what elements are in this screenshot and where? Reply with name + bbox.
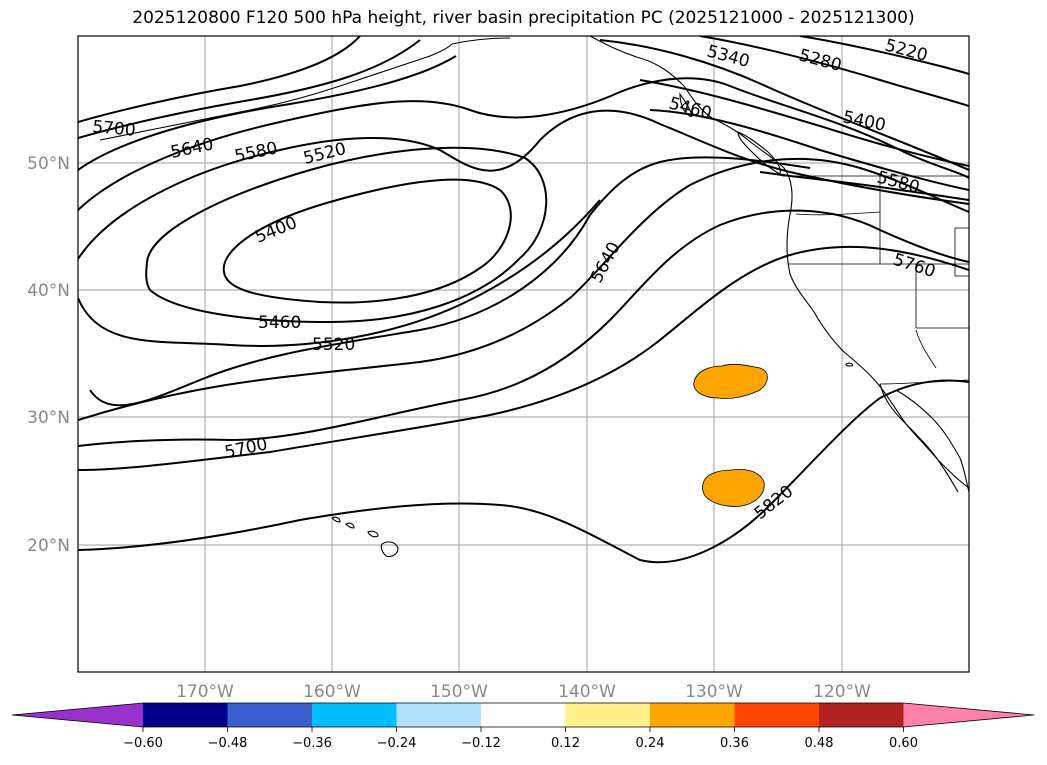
colorbar-segment <box>650 703 735 727</box>
contour-ne-5580 <box>759 171 969 201</box>
coast-mainland-mx <box>895 389 969 493</box>
coast-haida-gwaii <box>679 92 693 117</box>
political-boundaries <box>782 175 969 385</box>
coast-channel-islands <box>845 362 854 367</box>
coast-aleutians <box>99 43 453 141</box>
lat-label-40n: 40°N <box>27 281 70 301</box>
coast-hawaii-kauai <box>331 516 341 523</box>
colorbar-tick-label: 0.36 <box>720 736 749 751</box>
contour-5640 <box>78 55 969 421</box>
colorbar-tick-label: 0.24 <box>636 736 665 751</box>
contour-5400-closed <box>222 178 512 304</box>
colorbar-segment <box>565 703 651 727</box>
map-frame <box>77 35 970 673</box>
colorbar-segment <box>396 703 482 727</box>
colorbar-tick-label: 0.12 <box>551 736 580 751</box>
lon-label-160w: 160°W <box>303 682 361 702</box>
border-us-mexico <box>879 379 969 385</box>
contour-label-5520-s: 5520 <box>312 335 355 355</box>
border-or-wa <box>795 211 881 216</box>
lon-label-140w: 140°W <box>558 682 616 702</box>
height-contours <box>78 36 969 564</box>
border-nv-ca <box>915 264 969 329</box>
map-title: 2025120800 F120 500 hPa height, river ba… <box>132 8 915 28</box>
coast-vancouver-island <box>737 131 781 175</box>
coast-hawaii-big-island <box>380 541 399 558</box>
colorbar: −0.60 −0.48 −0.36 −0.24 −0.12 0.12 0.24 0.36 0.4… <box>11 702 1035 751</box>
colorbar-tick-label: 0.60 <box>889 736 918 751</box>
lon-label-150w: 150°W <box>430 682 488 702</box>
contour-ne-5220 <box>799 36 969 75</box>
lat-label-50n: 50°N <box>27 154 70 174</box>
contour-ne-5280 <box>699 36 969 107</box>
colorbar-segment <box>819 703 904 727</box>
contour-5460 <box>145 146 548 324</box>
lat-label-30n: 30°N <box>27 408 70 428</box>
colorbar-extend-high <box>903 703 1034 727</box>
precip-blob-north <box>693 363 768 399</box>
contour-nw-loop <box>78 36 361 123</box>
colorbar-segment <box>227 703 313 727</box>
contour-ne-5400 <box>639 79 969 167</box>
colorbar-extend-low <box>12 703 143 727</box>
lat-label-20n: 20°N <box>27 536 70 556</box>
precip-blob-south <box>702 469 765 507</box>
contour-5520 <box>78 109 969 347</box>
colorbar-segment <box>481 703 566 727</box>
contour-5760 <box>78 245 969 471</box>
contour-5820 <box>78 379 969 564</box>
longitude-labels: 170°W 160°W 150°W 140°W 130°W 120°W <box>176 682 871 702</box>
contour-5700 <box>78 39 969 447</box>
coast-alaska-peninsula <box>451 37 511 45</box>
colorbar-segment <box>734 703 820 727</box>
border-ca-az <box>915 329 937 369</box>
colorbar-segment <box>312 703 397 727</box>
contour-ne-5460 <box>649 109 969 191</box>
colorbar-tick-label: −0.48 <box>208 736 248 751</box>
lon-label-170w: 170°W <box>176 682 234 702</box>
contour-label-5460: 5460 <box>258 313 301 333</box>
coast-hawaii-maui <box>367 530 379 538</box>
coastlines <box>99 36 969 558</box>
colorbar-tick-label: −0.36 <box>292 736 332 751</box>
contour-ne-5340 <box>599 39 969 171</box>
contour-5580 <box>78 77 969 407</box>
colorbar-tick-label: −0.60 <box>123 736 163 751</box>
coast-north-america <box>589 36 969 489</box>
lon-label-130w: 130°W <box>685 682 743 702</box>
colorbar-tick-label: −0.12 <box>461 736 501 751</box>
colorbar-segment <box>143 703 228 727</box>
coast-hawaii-oahu <box>345 522 355 529</box>
colorbar-tick-label: 0.48 <box>805 736 834 751</box>
colorbar-tick-label: −0.24 <box>377 736 417 751</box>
coast-baja <box>879 383 959 493</box>
border-inset <box>954 227 969 277</box>
map-area <box>78 36 969 672</box>
lon-label-120w: 120°W <box>813 682 871 702</box>
latitude-labels: 50°N 40°N 30°N 20°N <box>27 154 70 556</box>
